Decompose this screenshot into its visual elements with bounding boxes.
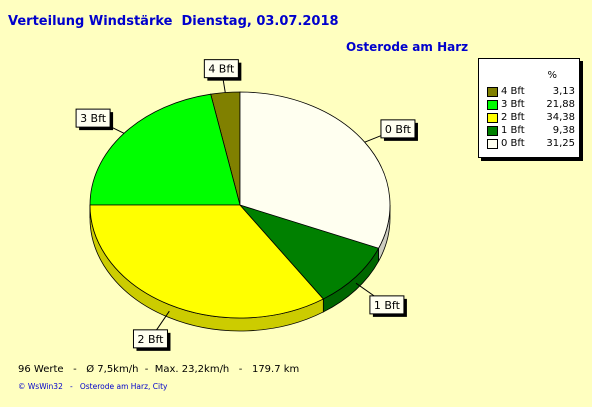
callout-label-1-bft: 1 Bft	[374, 299, 401, 312]
legend-percent-header: %	[547, 70, 557, 81]
pie-slice-0-bft	[239, 91, 391, 249]
legend-item-0-bft: 0 Bft 31,25	[487, 138, 579, 150]
legend-swatch	[487, 100, 498, 110]
legend-label: 3 Bft	[501, 99, 525, 110]
pie-slice-1-bft	[238, 204, 380, 300]
callout-label-4-bft: 4 Bft	[208, 63, 235, 76]
callout-label-2-bft: 2 Bft	[137, 333, 164, 346]
legend-value: 9,38	[552, 125, 575, 136]
callout-box-1-bft	[369, 295, 405, 315]
chart-title: Verteilung Windstärke Dienstag, 03.07.20…	[8, 14, 339, 29]
callout-label-3-bft: 3 Bft	[80, 112, 107, 125]
legend-label: 0 Bft	[501, 138, 525, 149]
callout-box-0-bft	[380, 119, 416, 139]
callout-label-0-bft: 0 Bft	[385, 123, 412, 136]
legend-swatch	[487, 126, 498, 136]
callout-box-2-bft	[132, 329, 168, 349]
copyright-footer: © WsWin32 - Osterode am Harz, City	[18, 382, 168, 391]
legend-value: 31,25	[546, 138, 575, 149]
legend-label: 4 Bft	[501, 86, 525, 97]
legend-value: 21,88	[546, 99, 575, 110]
legend-item-4-bft: 4 Bft 3,13	[487, 86, 579, 98]
legend-item-3-bft: 3 Bft 21,88	[487, 99, 579, 111]
legend-label: 1 Bft	[501, 125, 525, 136]
legend-value: 34,38	[546, 112, 575, 123]
callout-box-3-bft	[75, 108, 111, 128]
legend-label: 2 Bft	[501, 112, 525, 123]
legend-swatch	[487, 87, 498, 97]
legend-item-1-bft: 1 Bft 9,38	[487, 125, 579, 137]
location-label: Osterode am Harz	[346, 40, 469, 54]
legend-swatch	[487, 113, 498, 123]
stats-footer: 96 Werte - Ø 7,5km/h - Max. 23,2km/h - 1…	[18, 364, 300, 375]
pie-slice-3-bft	[89, 93, 241, 206]
callout-box-4-bft	[203, 59, 239, 79]
legend: % 4 Bft 3,13 3 Bft 21,88 2 Bft 34,38 1 Bft 9,38…	[478, 58, 580, 158]
legend-value: 3,13	[552, 86, 575, 97]
legend-swatch	[487, 139, 498, 149]
legend-item-2-bft: 2 Bft 34,38	[487, 112, 579, 124]
